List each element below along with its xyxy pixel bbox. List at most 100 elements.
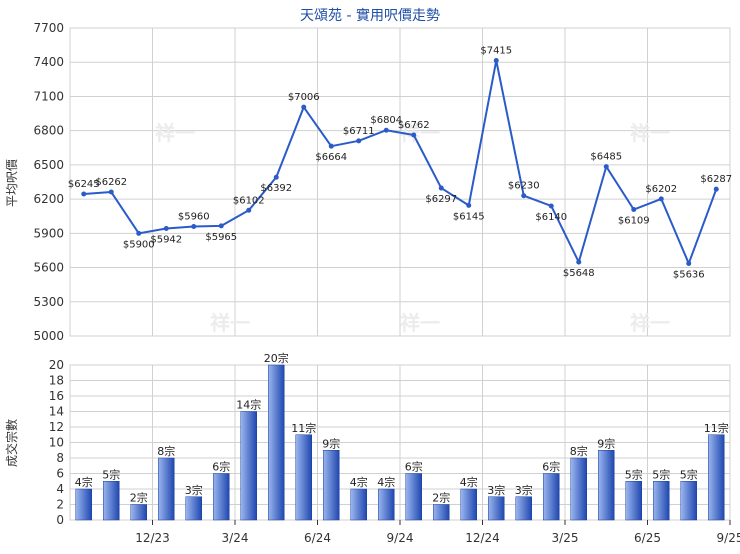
price-point (658, 196, 664, 202)
price-point (191, 223, 197, 229)
price-point (576, 259, 582, 265)
price-tick-label: 5600 (33, 261, 64, 275)
x-tick-label: 6/25 (634, 531, 661, 545)
transactions-data-label: 9宗 (597, 436, 615, 450)
price-data-label: $6145 (453, 211, 485, 222)
price-tick-label: 7700 (33, 21, 64, 35)
price-tick-label: 5900 (33, 226, 64, 240)
price-data-label: $6664 (315, 152, 347, 163)
price-data-label: $6711 (343, 126, 375, 137)
price-data-label: $6140 (535, 212, 567, 223)
price-axis-label: 平均呎價 (5, 159, 19, 207)
transactions-bar (295, 434, 312, 521)
transactions-data-label: 6宗 (212, 460, 230, 474)
transactions-bar (653, 481, 670, 521)
transactions-bar (378, 488, 395, 521)
transactions-bar (103, 481, 120, 521)
transactions-data-label: 2宗 (130, 491, 148, 505)
transactions-tick-label: 20 (49, 358, 64, 372)
price-point (521, 193, 527, 199)
x-tick-label: 12/23 (135, 531, 170, 545)
price-tick-label: 6500 (33, 158, 64, 172)
transactions-data-label: 5宗 (680, 467, 698, 481)
transactions-data-label: 5宗 (652, 467, 670, 481)
price-point (631, 206, 637, 212)
price-point (713, 186, 719, 192)
transactions-bar (75, 488, 92, 521)
transactions-bar (515, 496, 532, 521)
price-point (328, 143, 334, 149)
price-series-line (83, 59, 718, 265)
transactions-bar (570, 457, 587, 521)
watermark: 祥一 (630, 121, 670, 145)
price-point (273, 174, 279, 180)
watermark: 祥一 (630, 311, 670, 335)
price-data-label: $6762 (398, 120, 430, 131)
transactions-data-label: 8宗 (157, 444, 175, 458)
transactions-tick-label: 6 (56, 467, 64, 481)
transactions-tick-label: 14 (49, 405, 64, 419)
transactions-data-label: 4宗 (377, 475, 395, 489)
price-data-label: $6297 (425, 194, 457, 205)
price-data-label: $5965 (205, 232, 237, 243)
transactions-bar (213, 473, 230, 521)
price-point (686, 260, 692, 266)
transactions-bar (598, 450, 615, 521)
transactions-data-label: 4宗 (460, 475, 478, 489)
transactions-data-label: 3宗 (487, 483, 505, 497)
price-data-label: $5960 (178, 211, 210, 222)
transactions-data-label: 6宗 (405, 460, 423, 474)
price-point (493, 58, 499, 64)
transactions-data-label: 20宗 (264, 351, 289, 365)
price-data-label: $6287 (700, 174, 732, 185)
watermark: 祥一 (400, 311, 440, 335)
transactions-data-label: 4宗 (350, 475, 368, 489)
price-point (108, 189, 114, 195)
transactions-bar (268, 364, 285, 521)
price-data-label: $6109 (618, 215, 650, 226)
x-tick-label: 3/25 (552, 531, 579, 545)
transactions-bar (708, 434, 725, 521)
price-data-label: $5900 (123, 239, 155, 250)
transactions-bar (543, 473, 560, 521)
price-point (81, 191, 87, 197)
transactions-data-label: 3宗 (185, 483, 203, 497)
transactions-bar (488, 496, 505, 521)
transactions-data-label: 2宗 (432, 491, 450, 505)
transactions-data-label: 9宗 (322, 436, 340, 450)
transactions-data-label: 11宗 (704, 421, 729, 435)
price-data-label: $5648 (563, 268, 595, 279)
transactions-bar (460, 488, 477, 521)
price-tick-label: 7100 (33, 89, 64, 103)
price-point (136, 230, 142, 236)
transactions-bar (158, 457, 175, 521)
transactions-bar (625, 481, 642, 521)
transactions-axis-label: 成交宗數 (4, 419, 19, 467)
transactions-data-label: 3宗 (515, 483, 533, 497)
x-tick-label: 6/24 (304, 531, 331, 545)
watermark: 祥一 (155, 121, 195, 145)
price-tick-label: 6800 (33, 124, 64, 138)
transactions-data-label: 5宗 (102, 467, 120, 481)
price-data-label: $6202 (645, 184, 677, 195)
transactions-tick-label: 2 (56, 498, 64, 512)
price-point (163, 226, 169, 232)
transactions-tick-label: 12 (49, 420, 64, 434)
chart-title: 天頌苑 - 實用呎價走勢 (300, 7, 440, 24)
transactions-tick-label: 16 (49, 389, 64, 403)
price-point (438, 185, 444, 191)
price-data-label: $5636 (673, 269, 705, 280)
x-tick-label: 3/24 (222, 531, 249, 545)
price-data-label: $7415 (480, 46, 512, 57)
transactions-bar (323, 450, 340, 521)
price-data-label: $6392 (260, 183, 292, 194)
transactions-data-label: 6宗 (542, 460, 560, 474)
price-tick-label: 5300 (33, 295, 64, 309)
price-point (383, 127, 389, 133)
price-point (466, 202, 472, 208)
price-data-label: $6485 (590, 152, 622, 163)
price-tick-label: 6200 (33, 192, 64, 206)
